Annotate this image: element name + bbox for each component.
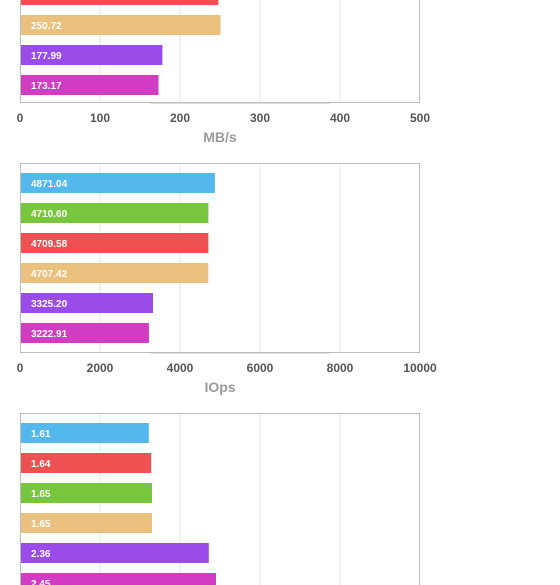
bar bbox=[21, 15, 221, 35]
chart-1: 250.72 177.99 173.17 0 100 200 300 400 500 MB/s bbox=[17, 0, 430, 145]
bar-data-label: 1.64 bbox=[31, 459, 51, 470]
bar bbox=[21, 423, 149, 443]
x-axis-title: IOps bbox=[204, 379, 235, 395]
x-tick-label: 100 bbox=[90, 111, 110, 125]
chart-2: 4871.04 4710.60 4709.58 4707.42 3325.20 3222.… bbox=[17, 163, 437, 395]
bar bbox=[21, 453, 152, 473]
x-tick-label: 10000 bbox=[403, 361, 437, 375]
plot-frame bbox=[20, 413, 420, 585]
bar-data-label: 2.36 bbox=[31, 549, 51, 560]
plot-frame bbox=[20, 163, 420, 353]
x-tick-label: 300 bbox=[250, 111, 270, 125]
x-tick-label: 500 bbox=[410, 111, 430, 125]
bar bbox=[21, 45, 163, 65]
bar-data-label: 177.99 bbox=[31, 51, 62, 62]
x-tick-label: 2000 bbox=[87, 361, 114, 375]
bar bbox=[21, 75, 159, 95]
bar-data-label: 3325.20 bbox=[31, 299, 68, 310]
bar bbox=[21, 203, 209, 223]
bar bbox=[21, 513, 152, 533]
bar-data-label: 4707.42 bbox=[31, 269, 68, 280]
bar-data-label: 3222.91 bbox=[31, 329, 68, 340]
x-tick-label: 400 bbox=[330, 111, 350, 125]
x-tick-label: 4000 bbox=[167, 361, 194, 375]
bar-data-label: 2.45 bbox=[31, 579, 51, 585]
bar bbox=[21, 573, 216, 585]
x-axis-title: MB/s bbox=[203, 129, 237, 145]
bar-data-label: 173.17 bbox=[31, 81, 62, 92]
bar bbox=[21, 173, 215, 193]
bar bbox=[21, 483, 152, 503]
bar-data-label: 4709.58 bbox=[31, 239, 68, 250]
bar-data-label: 4871.04 bbox=[31, 179, 68, 190]
plot-frame bbox=[20, 0, 420, 103]
bar-data-label: 250.72 bbox=[31, 21, 62, 32]
bar-data-label: 4710.60 bbox=[31, 209, 68, 220]
x-tick-label: 0 bbox=[17, 361, 24, 375]
x-tick-label: 8000 bbox=[327, 361, 354, 375]
chart-3: 1.61 1.64 1.65 1.65 2.36 2.45 bbox=[20, 413, 420, 585]
bar bbox=[21, 0, 219, 5]
bar bbox=[21, 543, 209, 563]
bar-data-label: 1.65 bbox=[31, 489, 51, 500]
x-tick-label: 200 bbox=[170, 111, 190, 125]
bar bbox=[21, 293, 154, 313]
bar-data-label: 1.61 bbox=[31, 429, 51, 440]
bar bbox=[21, 263, 209, 283]
bar bbox=[21, 233, 209, 253]
x-tick-label: 6000 bbox=[247, 361, 274, 375]
x-tick-label: 0 bbox=[17, 111, 24, 125]
bar-data-label: 1.65 bbox=[31, 519, 51, 530]
bar bbox=[21, 323, 149, 343]
